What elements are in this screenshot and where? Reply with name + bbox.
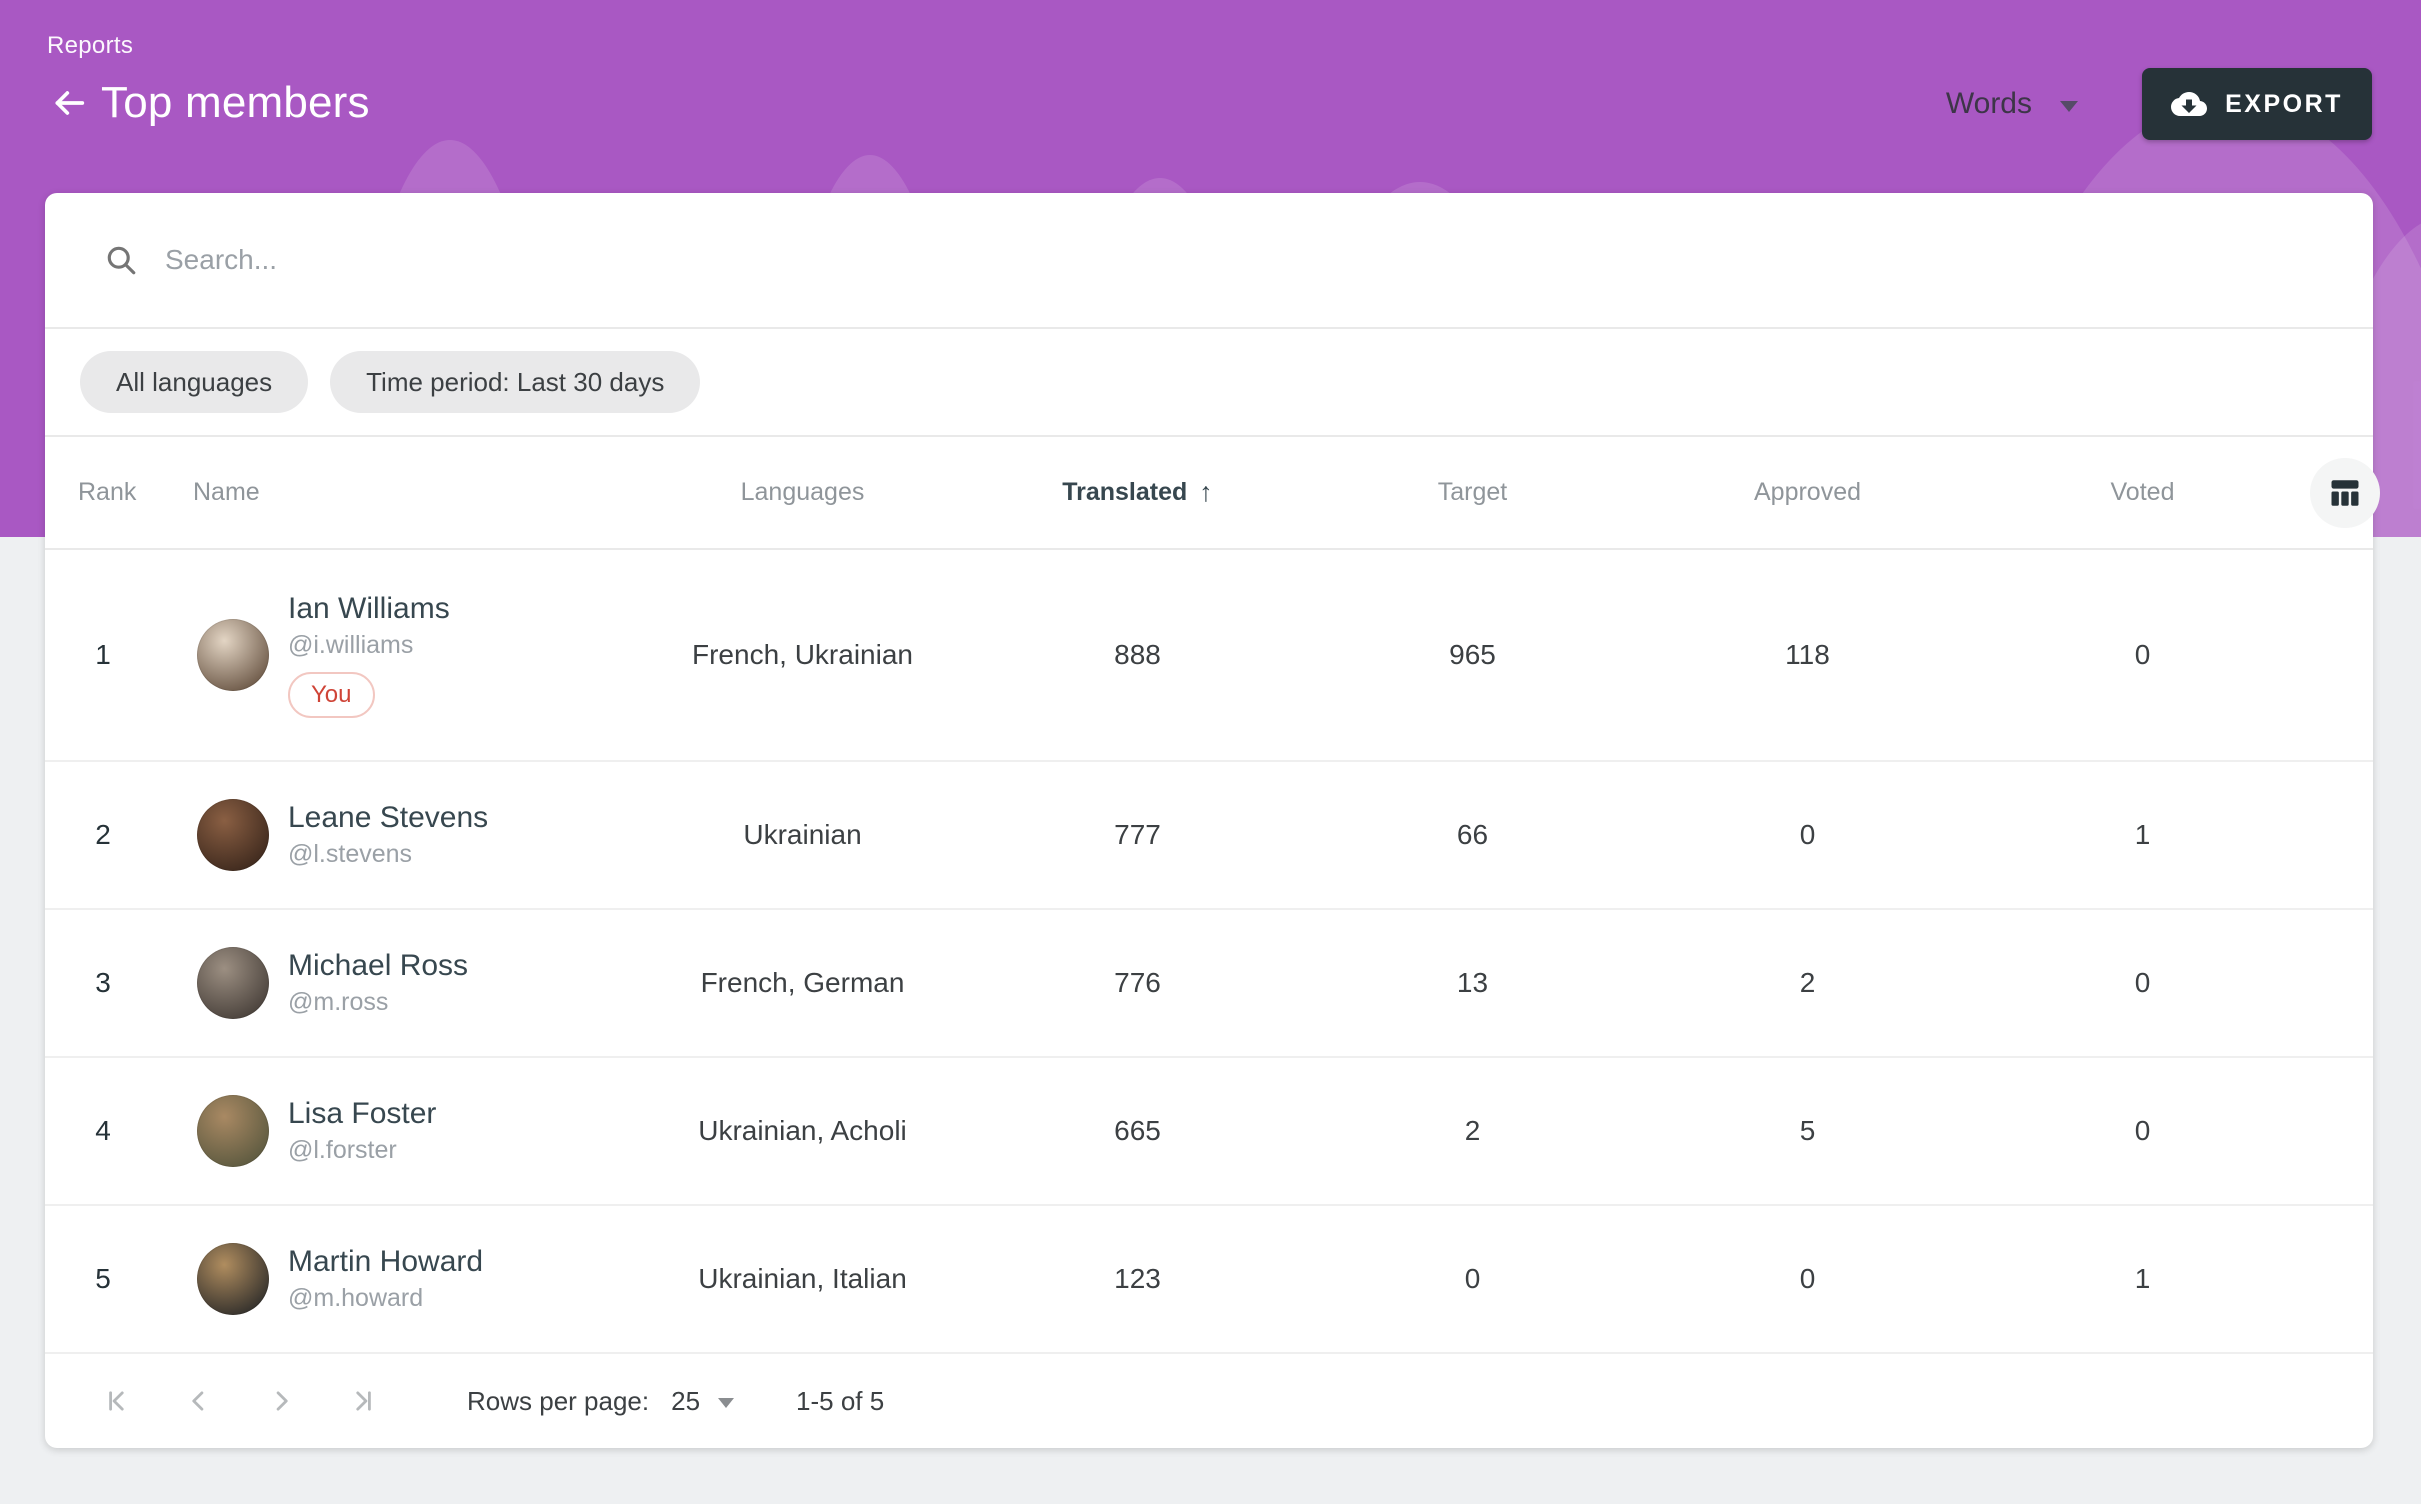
columns-icon <box>2327 475 2363 511</box>
table-row[interactable]: 2 Leane Stevens @l.stevens Ukrainian 777… <box>45 762 2373 910</box>
member-username: @l.forster <box>288 1136 397 1165</box>
chevron-right-icon <box>267 1387 295 1415</box>
member-username: @m.howard <box>288 1284 424 1313</box>
member-username: @m.ross <box>288 988 389 1017</box>
column-header-translated[interactable]: Translated ↑ <box>970 477 1305 508</box>
member-languages: French, Ukrainian <box>692 639 913 670</box>
member-username: @i.williams <box>288 631 414 660</box>
translated-value: 123 <box>1114 1263 1161 1294</box>
voted-value: 0 <box>2134 639 2151 670</box>
member-name: Michael Ross <box>288 948 469 982</box>
approved-value: 0 <box>1799 1263 1816 1294</box>
search-input[interactable] <box>163 243 1067 277</box>
rank-value: 5 <box>95 1263 111 1294</box>
voted-value: 1 <box>2134 1263 2151 1294</box>
filters-bar: All languages Time period: Last 30 days <box>45 329 2373 437</box>
member-languages: French, German <box>700 967 905 998</box>
translated-value: 777 <box>1114 819 1161 850</box>
avatar <box>197 619 269 691</box>
pagination-range: 1-5 of 5 <box>796 1385 885 1416</box>
back-button[interactable] <box>47 81 91 125</box>
table-row[interactable]: 5 Martin Howard @m.howard Ukrainian, Ita… <box>45 1206 2373 1354</box>
voted-value: 0 <box>2134 1115 2151 1146</box>
previous-page-button[interactable] <box>179 1381 219 1421</box>
member-languages: Ukrainian, Italian <box>698 1263 907 1294</box>
rows-per-page-value: 25 <box>671 1385 701 1416</box>
sort-ascending-icon: ↑ <box>1199 477 1213 507</box>
export-button[interactable]: EXPORT <box>2142 68 2372 140</box>
column-header-target[interactable]: Target <box>1437 478 1508 506</box>
search-bar <box>45 193 2373 329</box>
avatar <box>197 1243 269 1315</box>
avatar <box>197 947 269 1019</box>
column-header-approved[interactable]: Approved <box>1753 478 1862 506</box>
approved-value: 5 <box>1799 1115 1816 1146</box>
chevron-left-icon <box>185 1387 213 1415</box>
target-value: 965 <box>1449 639 1496 670</box>
column-header-translated-label: Translated <box>1062 478 1188 506</box>
filter-chip-time-period[interactable]: Time period: Last 30 days <box>330 351 701 413</box>
member-languages: Ukrainian <box>743 819 862 850</box>
target-value: 2 <box>1464 1115 1481 1146</box>
rows-per-page-select[interactable]: 25 <box>671 1385 735 1417</box>
first-page-icon <box>103 1387 131 1415</box>
last-page-button[interactable] <box>343 1381 383 1421</box>
rank-value: 1 <box>95 639 111 670</box>
translated-value: 776 <box>1114 967 1161 998</box>
member-name: Lisa Foster <box>288 1096 437 1130</box>
report-card: All languages Time period: Last 30 days … <box>45 193 2380 1448</box>
chevron-down-icon <box>718 1398 735 1408</box>
table-row[interactable]: 3 Michael Ross @m.ross French, German 77… <box>45 910 2373 1058</box>
column-header-languages[interactable]: Languages <box>740 478 865 506</box>
column-header-rank[interactable]: Rank <box>78 478 137 506</box>
target-value: 0 <box>1464 1263 1481 1294</box>
pagination-bar: Rows per page: 25 1-5 of 5 <box>45 1354 2373 1448</box>
last-page-icon <box>349 1387 377 1415</box>
first-page-button[interactable] <box>97 1381 137 1421</box>
member-languages: Ukrainian, Acholi <box>698 1115 907 1146</box>
chevron-down-icon <box>2060 100 2078 112</box>
approved-value: 2 <box>1799 967 1816 998</box>
table-row[interactable]: 1 Ian Williams @i.williams You French, U… <box>45 550 2373 762</box>
arrow-left-icon <box>49 83 89 123</box>
rank-value: 2 <box>95 819 111 850</box>
column-header-name[interactable]: Name <box>193 478 260 506</box>
translated-value: 888 <box>1114 639 1161 670</box>
breadcrumb[interactable]: Reports <box>47 32 134 59</box>
target-value: 66 <box>1456 819 1489 850</box>
approved-value: 118 <box>1785 639 1830 670</box>
column-settings-button[interactable] <box>2310 457 2380 528</box>
voted-value: 0 <box>2134 967 2151 998</box>
avatar <box>197 799 269 871</box>
table-header: Rank Name Languages Translated ↑ Target … <box>45 437 2380 550</box>
unit-selector-value: Words <box>1945 87 2032 120</box>
unit-selector[interactable]: Words <box>1946 87 2078 121</box>
filter-chip-languages[interactable]: All languages <box>80 351 309 413</box>
target-value: 13 <box>1456 967 1489 998</box>
member-name: Ian Williams <box>288 591 450 625</box>
avatar <box>197 1095 269 1167</box>
table-row[interactable]: 4 Lisa Foster @l.forster Ukrainian, Acho… <box>45 1058 2373 1206</box>
approved-value: 0 <box>1799 819 1816 850</box>
rows-per-page-label: Rows per page: <box>467 1385 650 1416</box>
you-badge: You <box>288 672 375 719</box>
page-title: Top members <box>101 78 370 127</box>
cloud-download-icon <box>2171 86 2208 122</box>
member-name: Martin Howard <box>288 1244 484 1278</box>
voted-value: 1 <box>2134 819 2151 850</box>
search-icon <box>103 242 139 278</box>
translated-value: 665 <box>1114 1115 1161 1146</box>
member-name: Leane Stevens <box>288 800 489 834</box>
next-page-button[interactable] <box>261 1381 301 1421</box>
rank-value: 3 <box>95 967 111 998</box>
column-header-voted[interactable]: Voted <box>2110 478 2175 506</box>
rank-value: 4 <box>95 1115 111 1146</box>
export-button-label: EXPORT <box>2225 89 2343 118</box>
member-username: @l.stevens <box>288 840 413 869</box>
